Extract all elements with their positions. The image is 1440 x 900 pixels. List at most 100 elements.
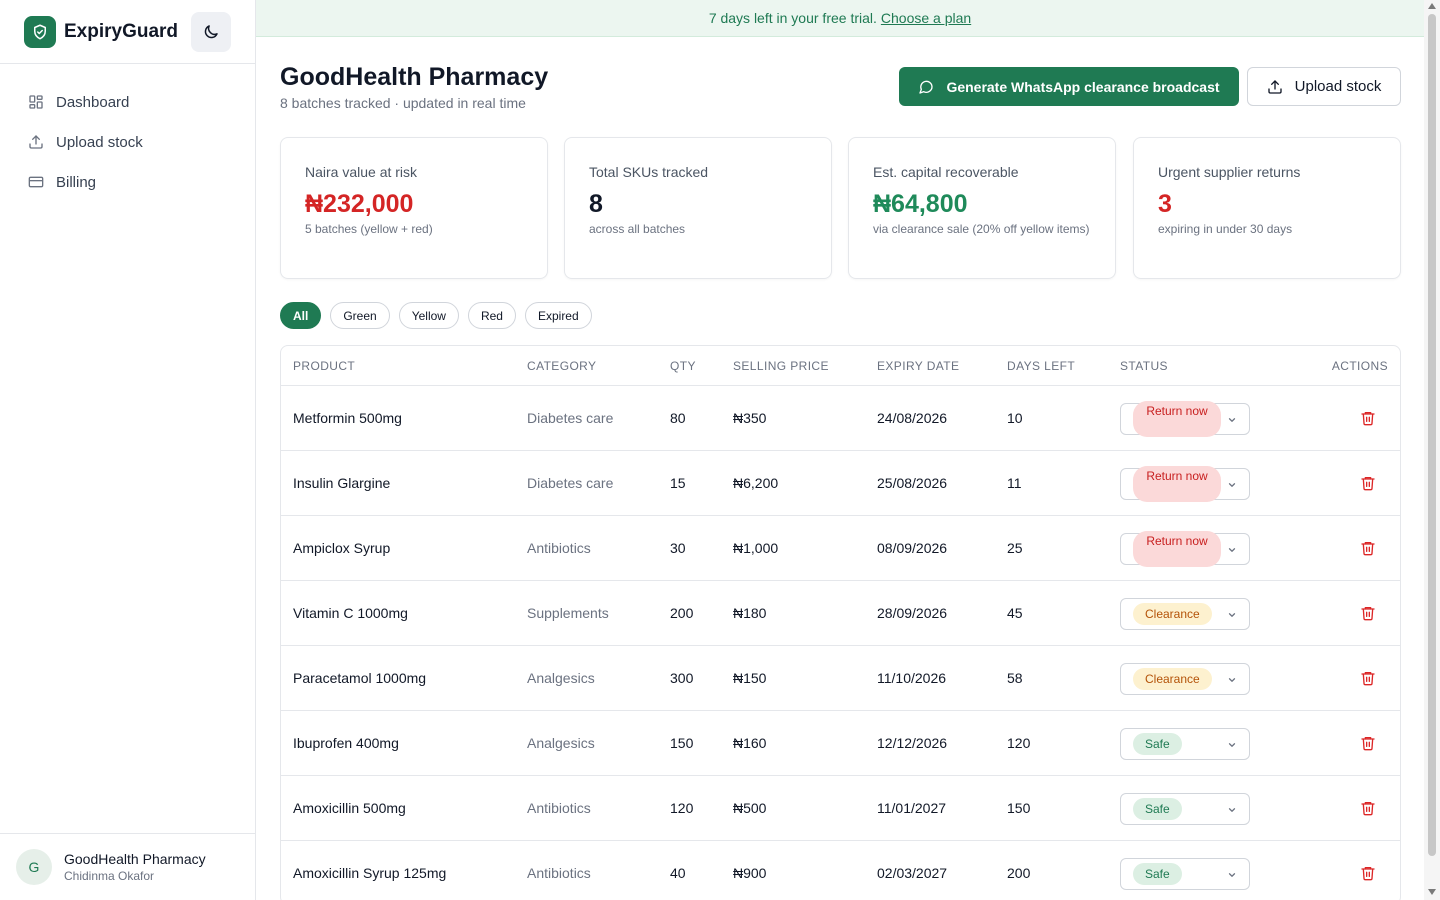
- trash-icon[interactable]: [1360, 735, 1376, 751]
- sidebar-item-upload-stock[interactable]: Upload stock: [0, 122, 255, 162]
- trash-icon[interactable]: [1360, 670, 1376, 686]
- product-category: Analgesics: [527, 735, 595, 751]
- days-left: 120: [1007, 735, 1031, 751]
- filter-yellow[interactable]: Yellow: [398, 302, 459, 329]
- status-select[interactable]: Clearance: [1120, 598, 1250, 630]
- product-name: Amoxicillin 500mg: [293, 800, 406, 816]
- status-badge: Safe: [1133, 798, 1182, 820]
- scroll-thumb[interactable]: [1428, 14, 1436, 856]
- selling-price: ₦350: [733, 410, 767, 426]
- table-row: Amoxicillin 500mg Antibiotics 120 ₦500 1…: [281, 776, 1400, 841]
- filter-red[interactable]: Red: [467, 302, 516, 329]
- days-left: 150: [1007, 800, 1031, 816]
- whatsapp-broadcast-button[interactable]: Generate WhatsApp clearance broadcast: [899, 67, 1239, 106]
- status-select[interactable]: Return now: [1120, 401, 1250, 437]
- column-header-expiry-date: EXPIRY DATE: [877, 359, 960, 373]
- chevron-down-icon: [1228, 873, 1236, 877]
- chevron-down-icon: [1228, 613, 1236, 617]
- selling-price: ₦150: [733, 670, 767, 686]
- selling-price: ₦180: [733, 605, 767, 621]
- stat-card-capital-recoverable: Est. capital recoverable ₦64,800 via cle…: [848, 137, 1116, 279]
- status-select[interactable]: Safe: [1120, 858, 1250, 890]
- status-badge: Return now: [1133, 401, 1221, 437]
- status-badge: Safe: [1133, 733, 1182, 755]
- message-circle-icon: [919, 80, 934, 94]
- chevron-down-icon: [1228, 678, 1236, 682]
- status-select[interactable]: Return now: [1120, 466, 1250, 502]
- chevron-down-icon: [1228, 483, 1236, 487]
- sidebar-item-billing[interactable]: Billing: [0, 162, 255, 202]
- column-header-product: PRODUCT: [293, 359, 356, 373]
- expiry-date: 11/10/2026: [877, 670, 947, 686]
- trash-icon[interactable]: [1360, 475, 1376, 491]
- stat-card-total-skus: Total SKUs tracked 8 across all batches: [564, 137, 832, 279]
- status-select[interactable]: Safe: [1120, 728, 1250, 760]
- sidebar-item-label: Dashboard: [56, 93, 130, 111]
- stat-card-note: via clearance sale (20% off yellow items…: [873, 222, 1090, 236]
- product-name: Ampiclox Syrup: [293, 540, 391, 556]
- filter-expired[interactable]: Expired: [524, 302, 592, 329]
- user-name: GoodHealth Pharmacy: [64, 851, 206, 867]
- trial-banner-text: 7 days left in your free trial.: [708, 10, 877, 26]
- upload-stock-label: Upload stock: [1294, 78, 1382, 95]
- scroll-down-icon[interactable]: [1428, 889, 1436, 895]
- days-left: 58: [1007, 670, 1023, 686]
- status-select[interactable]: Clearance: [1120, 663, 1250, 695]
- trash-icon[interactable]: [1360, 605, 1376, 621]
- chevron-down-icon: [1228, 808, 1236, 812]
- expiry-date: 28/09/2026: [877, 605, 948, 621]
- filter-all[interactable]: All: [280, 302, 322, 329]
- selling-price: ₦6,200: [733, 475, 779, 491]
- trash-icon[interactable]: [1360, 800, 1376, 816]
- sidebar-item-dashboard[interactable]: Dashboard: [0, 82, 255, 122]
- chevron-down-icon: [1228, 548, 1236, 552]
- stat-card-label: Naira value at risk: [305, 164, 418, 180]
- selling-price: ₦900: [733, 865, 767, 881]
- filter-green[interactable]: Green: [330, 302, 390, 329]
- shield-icon: [24, 15, 56, 48]
- product-qty: 200: [670, 605, 694, 621]
- trial-banner: 7 days left in your free trial. Choose a…: [256, 0, 1424, 37]
- scroll-up-icon[interactable]: [1428, 3, 1436, 9]
- expiry-date: 11/01/2027: [877, 800, 947, 816]
- product-name: Ibuprofen 400mg: [293, 735, 399, 751]
- stats-cards: Naira value at risk ₦232,000 5 batches (…: [280, 137, 1401, 279]
- product-name: Insulin Glargine: [293, 475, 391, 491]
- status-select[interactable]: Safe: [1120, 793, 1250, 825]
- product-category: Diabetes care: [527, 410, 614, 426]
- days-left: 25: [1007, 540, 1023, 556]
- product-qty: 30: [670, 540, 686, 556]
- product-category: Supplements: [527, 605, 609, 621]
- stat-card-note: expiring in under 30 days: [1158, 222, 1293, 236]
- product-category: Antibiotics: [527, 800, 591, 816]
- scrollbar[interactable]: [1424, 0, 1440, 900]
- sidebar-item-label: Upload stock: [56, 133, 143, 151]
- stat-card-label: Urgent supplier returns: [1158, 164, 1301, 180]
- trash-icon[interactable]: [1360, 540, 1376, 556]
- upload-stock-button[interactable]: Upload stock: [1247, 67, 1401, 106]
- status-select[interactable]: Return now: [1120, 531, 1250, 567]
- brand[interactable]: ExpiryGuard: [0, 0, 255, 64]
- trash-icon[interactable]: [1360, 865, 1376, 881]
- product-name: Paracetamol 1000mg: [293, 670, 427, 686]
- days-left: 10: [1007, 410, 1023, 426]
- theme-toggle-button[interactable]: [191, 12, 231, 52]
- choose-plan-link[interactable]: Choose a plan: [880, 10, 972, 26]
- user-profile[interactable]: G GoodHealth Pharmacy Chidinma Okafor: [0, 833, 255, 900]
- stat-card-label: Total SKUs tracked: [589, 164, 709, 180]
- status-badge: Return now: [1133, 531, 1221, 567]
- trash-icon[interactable]: [1360, 410, 1376, 426]
- product-qty: 120: [670, 800, 694, 816]
- product-category: Antibiotics: [527, 540, 591, 556]
- stat-card-value: ₦232,000: [305, 190, 414, 218]
- table-row: Metformin 500mg Diabetes care 80 ₦350 24…: [281, 386, 1400, 451]
- whatsapp-broadcast-label: Generate WhatsApp clearance broadcast: [946, 78, 1220, 95]
- chevron-down-icon: [1228, 743, 1236, 747]
- expiry-date: 25/08/2026: [877, 475, 948, 491]
- table-header: PRODUCT CATEGORY QTY SELLING PRICE EXPIR…: [281, 346, 1400, 386]
- product-qty: 300: [670, 670, 694, 686]
- sidebar: ExpiryGuard Dashboard Upload stock Billi…: [0, 0, 256, 900]
- product-qty: 80: [670, 410, 686, 426]
- product-qty: 40: [670, 865, 686, 881]
- expiry-date: 12/12/2026: [877, 735, 948, 751]
